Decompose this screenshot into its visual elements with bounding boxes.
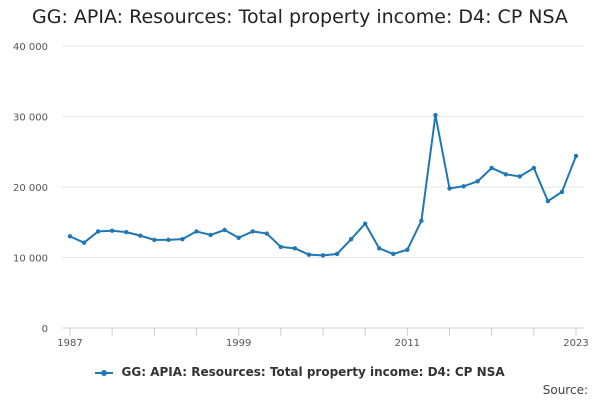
x-axis-tick-labels: 1987 1999 2011 2023 [57, 338, 588, 349]
series-layer [67, 112, 579, 258]
y-tick-label: 40 000 [13, 42, 48, 53]
data-point[interactable] [194, 229, 199, 234]
data-point[interactable] [292, 246, 298, 251]
data-point[interactable] [124, 229, 129, 235]
legend-label: GG: APIA: Resources: Total property inco… [121, 365, 505, 379]
data-point[interactable] [166, 237, 171, 243]
data-point[interactable] [545, 198, 551, 204]
y-tick-label: 0 [42, 324, 48, 335]
y-tick-label: 30 000 [13, 113, 48, 124]
data-point[interactable] [489, 165, 494, 171]
data-point[interactable] [362, 221, 368, 226]
x-tick-label: 2011 [395, 338, 420, 349]
y-tick-label: 20 000 [13, 183, 48, 194]
data-point[interactable] [138, 233, 143, 238]
grid-lines [62, 45, 584, 258]
data-point[interactable] [320, 253, 326, 258]
data-point[interactable] [264, 231, 269, 236]
data-point[interactable] [517, 174, 522, 179]
source-label: Source: [542, 383, 588, 397]
data-point[interactable] [109, 228, 115, 233]
data-point[interactable] [573, 153, 579, 159]
data-point[interactable] [222, 227, 227, 233]
data-point[interactable] [67, 234, 73, 239]
data-point[interactable] [250, 229, 255, 234]
data-point[interactable] [278, 244, 284, 250]
chart-title: GG: APIA: Resources: Total property inco… [32, 6, 568, 28]
data-point[interactable] [503, 172, 508, 177]
data-point[interactable] [95, 229, 101, 234]
x-tick-label: 1999 [226, 338, 251, 349]
data-point[interactable] [348, 236, 354, 242]
data-point[interactable] [334, 251, 340, 257]
x-axis [62, 327, 584, 336]
data-point[interactable] [447, 186, 452, 191]
data-point[interactable] [405, 247, 410, 252]
data-point[interactable] [461, 184, 466, 189]
legend-line-marker-icon [95, 368, 114, 378]
data-point[interactable] [208, 232, 213, 238]
data-point[interactable] [306, 252, 312, 257]
data-point[interactable] [531, 165, 537, 171]
data-point[interactable] [419, 218, 424, 224]
series-line [69, 114, 577, 257]
data-point[interactable] [180, 236, 185, 242]
x-tick-label: 2023 [563, 338, 588, 349]
data-point[interactable] [559, 189, 565, 195]
legend[interactable]: GG: APIA: Resources: Total property inco… [0, 365, 600, 379]
data-point[interactable] [433, 112, 438, 118]
y-tick-label: 10 000 [13, 254, 48, 265]
data-point[interactable] [236, 235, 241, 240]
data-point[interactable] [152, 237, 157, 243]
data-point[interactable] [81, 240, 87, 245]
y-axis-tick-labels: 0 10 000 20 000 30 000 40 000 [13, 42, 48, 335]
data-point[interactable] [377, 246, 382, 251]
data-point[interactable] [391, 251, 396, 257]
x-tick-label: 1987 [57, 338, 82, 349]
data-point[interactable] [475, 179, 480, 184]
